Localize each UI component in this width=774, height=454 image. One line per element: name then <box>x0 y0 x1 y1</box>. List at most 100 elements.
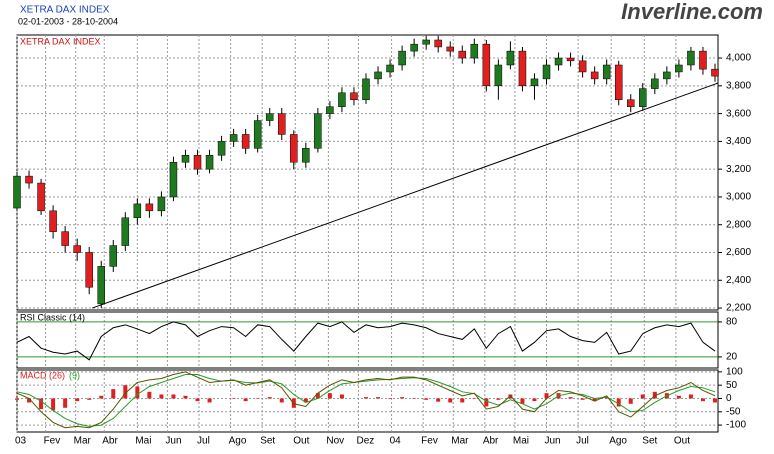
histogram-bar <box>412 397 417 399</box>
histogram-bar <box>424 398 429 400</box>
histogram-bar <box>688 394 693 399</box>
candle-body <box>675 64 683 73</box>
candle-body <box>25 175 33 184</box>
legend-label: MACD (26) <box>20 370 65 380</box>
candle-body <box>494 64 503 87</box>
x-tick-label: Jul <box>197 436 210 447</box>
histogram-bar <box>159 394 164 399</box>
histogram-bar <box>520 398 525 404</box>
candle-body <box>265 113 274 121</box>
x-tick-label: Jul <box>576 436 589 447</box>
candle-body <box>530 78 539 87</box>
line <box>16 374 716 427</box>
histogram-bar <box>279 398 284 403</box>
candle-body <box>181 155 190 163</box>
y-tick-label: 0 <box>726 393 732 404</box>
histogram-bar <box>652 391 657 399</box>
y-tick-label: 2,600 <box>726 247 751 258</box>
line <box>16 321 716 361</box>
candle-body <box>518 50 527 87</box>
histogram-bar <box>604 397 609 399</box>
candle-body <box>458 50 467 59</box>
y-tick-label: 80 <box>726 317 738 328</box>
candle-body <box>121 217 130 246</box>
y-tick-label: 4,000 <box>726 53 751 64</box>
x-tick-label: Mar <box>74 436 92 447</box>
x-tick-label: Jun <box>545 436 561 447</box>
candle-body <box>663 71 671 80</box>
x-tick-label: Set <box>260 436 275 447</box>
candle-body <box>338 92 346 107</box>
x-tick-label: Mai <box>513 436 529 447</box>
candle-body <box>217 141 226 156</box>
y-tick-label: 2,200 <box>726 303 751 314</box>
histogram-bar <box>628 398 633 404</box>
histogram-bar <box>448 398 453 403</box>
date-range: 02-01-2003 - 28-10-2004 <box>18 16 118 26</box>
candle-body <box>506 50 515 66</box>
histogram-bar <box>616 398 621 407</box>
x-tick-label: Nov <box>326 436 344 447</box>
panel-label: XETRA DAX INDEX <box>20 36 101 46</box>
candle-body <box>386 64 394 73</box>
histogram-bar <box>640 394 645 399</box>
candle-body <box>711 68 719 77</box>
candle-body <box>145 203 154 212</box>
candle-body <box>85 252 93 288</box>
histogram-bar <box>376 397 381 399</box>
histogram-bar <box>568 397 573 399</box>
candle-body <box>229 134 238 142</box>
candle-body <box>470 43 479 59</box>
candle-body <box>37 182 45 212</box>
histogram-bar <box>99 395 104 399</box>
histogram-bar <box>171 394 176 399</box>
candle-body <box>133 203 142 219</box>
y-tick-label: 3,200 <box>726 164 751 175</box>
histogram-bar <box>676 395 681 399</box>
histogram-bar <box>303 398 308 403</box>
candle-body <box>278 113 286 135</box>
candle-body <box>205 155 214 170</box>
histogram-bar <box>532 398 537 402</box>
x-tick-label: Fev <box>421 436 438 447</box>
y-tick-label: 3,800 <box>726 80 751 91</box>
candle-body <box>639 88 647 107</box>
candle-body <box>49 210 57 232</box>
histogram-bar <box>496 398 501 400</box>
histogram-bar <box>75 398 80 402</box>
candle-body <box>350 92 358 100</box>
candle-body <box>627 99 635 107</box>
histogram-bar <box>135 386 140 399</box>
candle-body <box>614 64 623 100</box>
histogram-bar <box>400 397 405 399</box>
histogram-bar <box>339 394 344 399</box>
panel-frame <box>16 34 719 311</box>
x-tick-label: Ago <box>609 436 627 447</box>
candle-body <box>326 106 334 114</box>
candle-body <box>61 231 69 246</box>
candle-body <box>699 50 707 70</box>
trend-line <box>92 82 719 309</box>
histogram-bar <box>580 398 585 400</box>
histogram-bar <box>363 397 368 399</box>
histogram-bar <box>484 398 489 407</box>
histogram-bar <box>700 398 705 402</box>
candle-body <box>566 57 575 62</box>
histogram-bar <box>460 398 465 403</box>
x-tick-label: Ago <box>229 436 247 447</box>
histogram-bar <box>327 393 332 399</box>
y-tick-label: -50 <box>726 406 741 417</box>
candle-body <box>542 64 551 80</box>
candle-body <box>398 50 406 66</box>
y-tick-label: 3,000 <box>726 192 751 203</box>
candle-body <box>97 266 105 305</box>
legend-label: (9) <box>69 370 80 380</box>
histogram-bar <box>243 398 248 402</box>
histogram-bar <box>231 397 236 399</box>
x-tick-label: Abr <box>102 436 118 447</box>
y-tick-label: 50 <box>726 380 738 391</box>
candle-body <box>578 60 587 73</box>
histogram-bar <box>39 398 44 410</box>
histogram-bar <box>123 385 128 399</box>
